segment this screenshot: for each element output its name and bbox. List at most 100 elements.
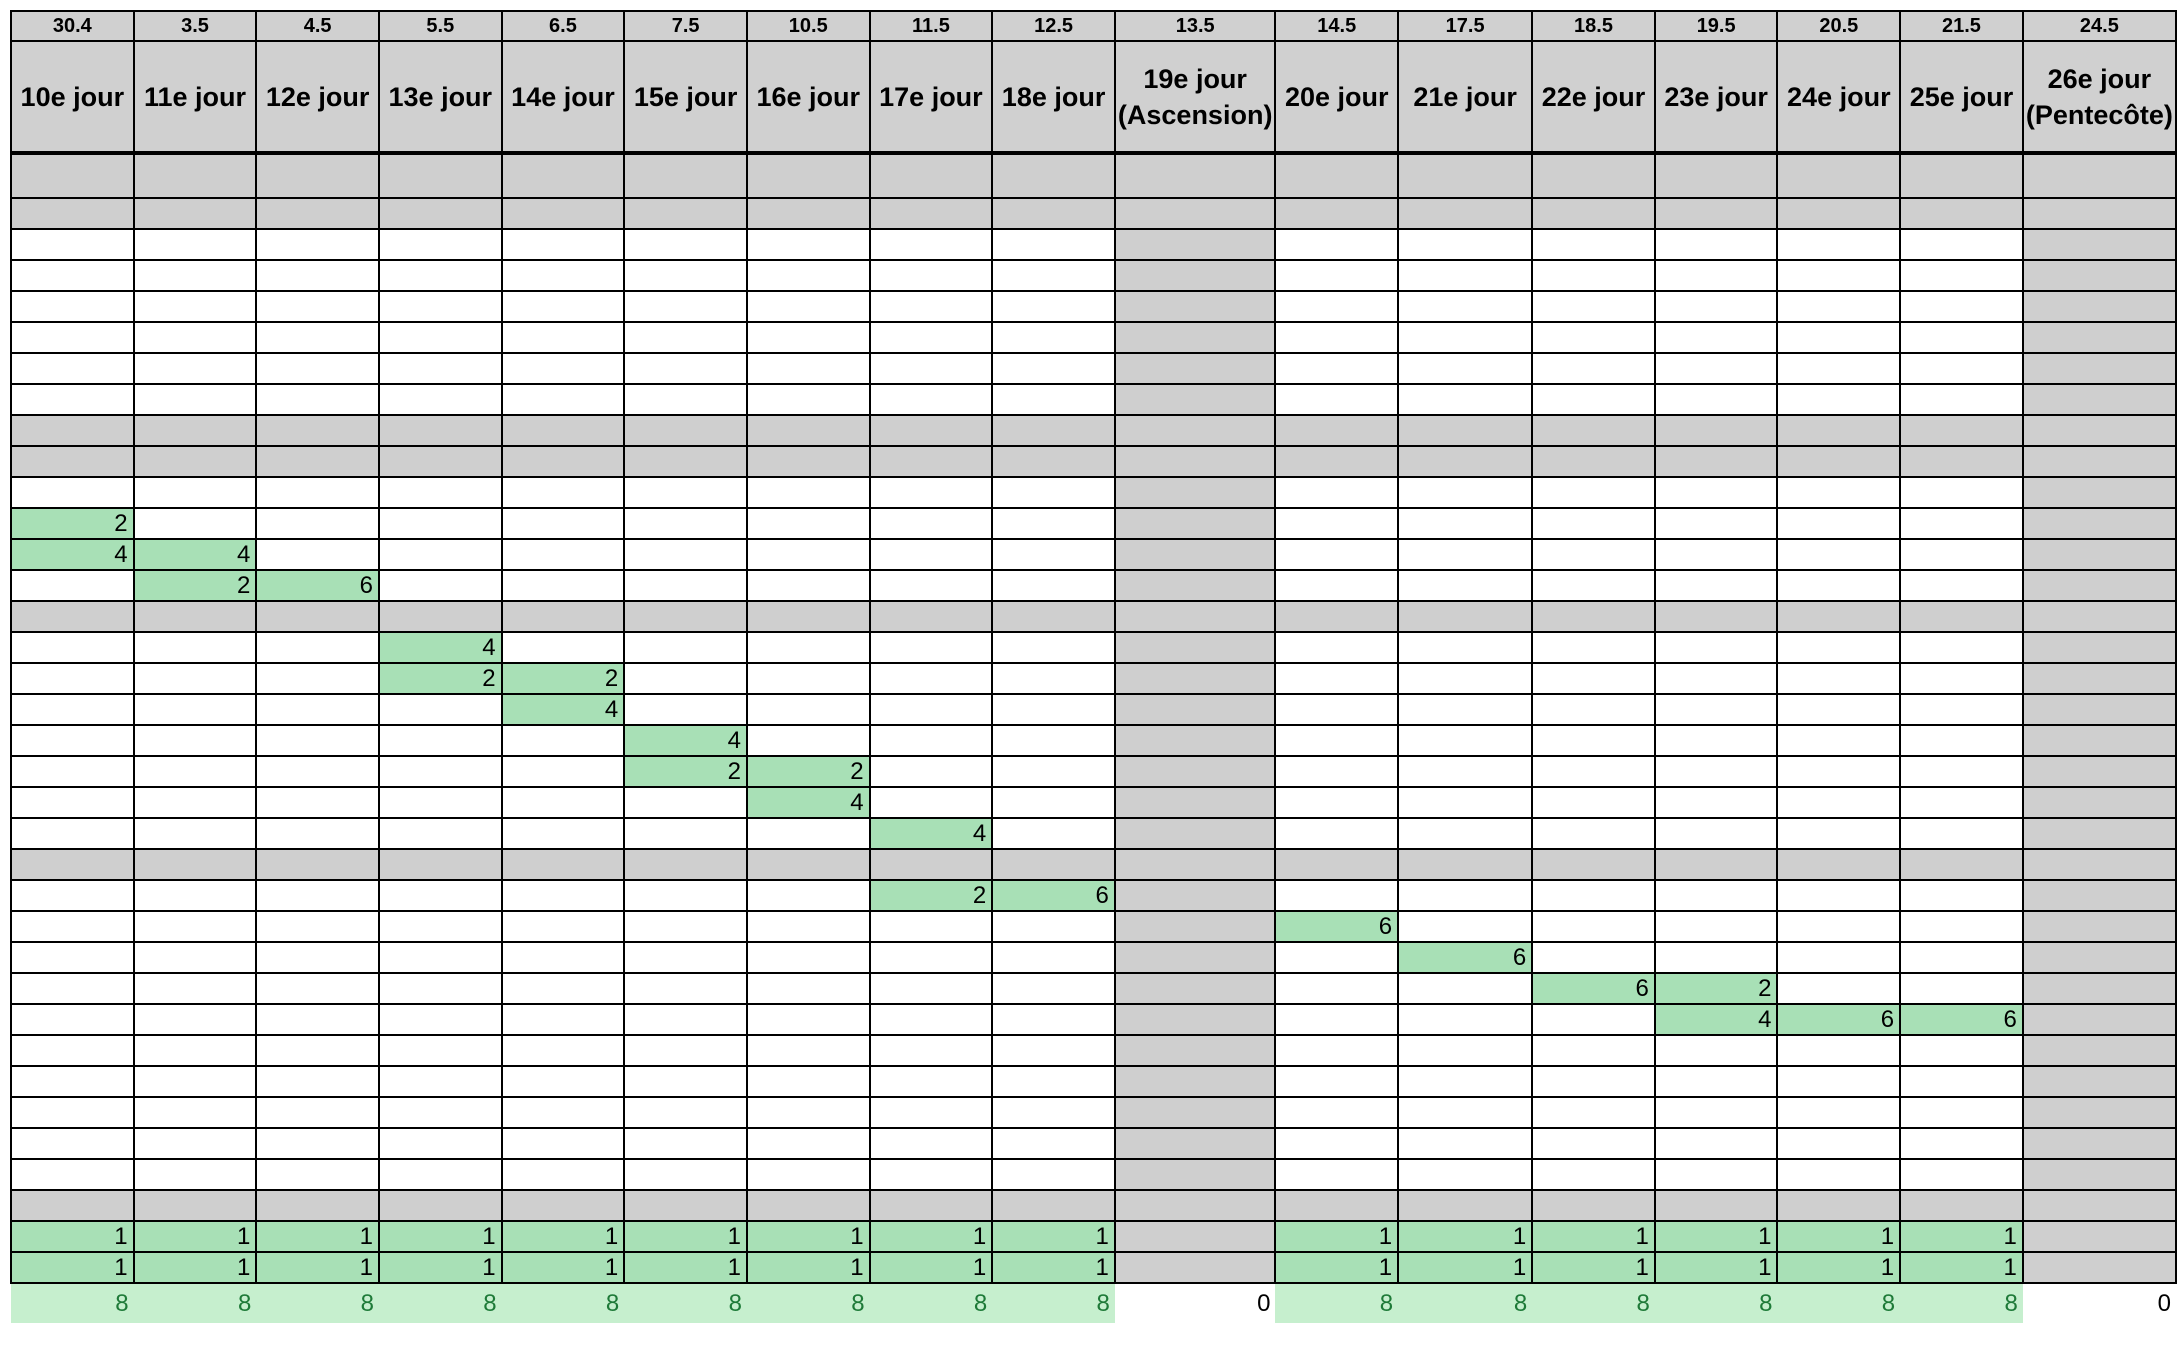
- separator-cell[interactable]: [2021, 848, 2177, 881]
- grid-cell[interactable]: [2021, 755, 2177, 788]
- grid-cell[interactable]: [500, 507, 626, 540]
- grid-cell[interactable]: [623, 352, 748, 385]
- grid-cell[interactable]: [1113, 755, 1277, 788]
- day-header-cell[interactable]: 11e jour: [132, 40, 258, 155]
- grid-cell[interactable]: [10, 476, 135, 509]
- grid-cell[interactable]: [1653, 507, 1779, 540]
- grid-cell[interactable]: [2021, 1003, 2177, 1036]
- day-header-cell[interactable]: 15e jour: [623, 40, 748, 155]
- grid-cell[interactable]: [2021, 941, 2177, 974]
- grid-cell[interactable]: [1397, 1065, 1534, 1098]
- grid-cell[interactable]: [991, 1065, 1116, 1098]
- grid-cell[interactable]: [1113, 1065, 1277, 1098]
- grid-cell[interactable]: [132, 724, 258, 757]
- date-cell[interactable]: 7.5: [623, 10, 748, 42]
- grid-cell[interactable]: [1531, 352, 1656, 385]
- grid-cell[interactable]: [255, 817, 380, 850]
- separator-cell[interactable]: [132, 600, 258, 633]
- separator-cell[interactable]: [1113, 197, 1277, 230]
- date-cell[interactable]: 12.5: [991, 10, 1116, 42]
- grid-cell[interactable]: [1531, 910, 1656, 943]
- grid-cell[interactable]: [623, 941, 748, 974]
- separator-cell[interactable]: [1397, 848, 1534, 881]
- grid-cell[interactable]: [2021, 476, 2177, 509]
- separator-cell[interactable]: [377, 600, 503, 633]
- grid-cell[interactable]: 1: [991, 1220, 1116, 1253]
- grid-cell[interactable]: [868, 910, 994, 943]
- day-header-cell[interactable]: 20e jour: [1274, 40, 1400, 155]
- separator-cell[interactable]: [1397, 414, 1534, 447]
- grid-cell[interactable]: [2021, 352, 2177, 385]
- grid-cell[interactable]: [1531, 321, 1656, 354]
- grid-cell[interactable]: [1113, 972, 1277, 1005]
- grid-cell[interactable]: [1274, 259, 1400, 292]
- grid-cell[interactable]: [1653, 879, 1779, 912]
- grid-cell[interactable]: [377, 1158, 503, 1191]
- grid-cell[interactable]: [132, 755, 258, 788]
- grid-cell[interactable]: [1531, 693, 1656, 726]
- grid-cell[interactable]: [1397, 1158, 1534, 1191]
- grid-cell[interactable]: [10, 228, 135, 261]
- grid-cell[interactable]: [623, 476, 748, 509]
- grid-cell[interactable]: [1397, 910, 1534, 943]
- grid-cell[interactable]: [1274, 569, 1400, 602]
- separator-cell[interactable]: [2021, 1189, 2177, 1222]
- grid-cell[interactable]: [745, 693, 871, 726]
- grid-cell[interactable]: [745, 1003, 871, 1036]
- grid-cell[interactable]: [1776, 228, 1902, 261]
- day-header-cell[interactable]: 25e jour: [1899, 40, 2024, 155]
- grid-cell[interactable]: [132, 910, 258, 943]
- separator-cell[interactable]: [1274, 600, 1400, 633]
- separator-cell[interactable]: [623, 445, 748, 478]
- grid-cell[interactable]: [132, 693, 258, 726]
- grid-cell[interactable]: [2021, 910, 2177, 943]
- grid-cell[interactable]: [1776, 631, 1902, 664]
- grid-cell[interactable]: 6: [1776, 1003, 1902, 1036]
- separator-cell[interactable]: [1397, 1189, 1534, 1222]
- grid-cell[interactable]: [1274, 1096, 1400, 1129]
- day-header-cell[interactable]: 12e jour: [255, 40, 380, 155]
- grid-cell[interactable]: [2021, 290, 2177, 323]
- separator-cell[interactable]: [991, 414, 1116, 447]
- separator-cell[interactable]: [1776, 600, 1902, 633]
- grid-cell[interactable]: [377, 507, 503, 540]
- grid-cell[interactable]: [1531, 538, 1656, 571]
- grid-cell[interactable]: [1899, 972, 2024, 1005]
- grid-cell[interactable]: [255, 1096, 380, 1129]
- grid-cell[interactable]: [991, 755, 1116, 788]
- grid-cell[interactable]: [1899, 1127, 2024, 1160]
- separator-cell[interactable]: [500, 848, 626, 881]
- grid-cell[interactable]: [377, 259, 503, 292]
- grid-cell[interactable]: [500, 569, 626, 602]
- grid-cell[interactable]: [623, 972, 748, 1005]
- date-cell[interactable]: 6.5: [500, 10, 626, 42]
- grid-cell[interactable]: [623, 538, 748, 571]
- separator-cell[interactable]: [10, 1189, 135, 1222]
- grid-cell[interactable]: [1653, 1096, 1779, 1129]
- grid-cell[interactable]: [255, 259, 380, 292]
- separator-cell[interactable]: [623, 197, 748, 230]
- separator-cell[interactable]: [255, 848, 380, 881]
- grid-cell[interactable]: [1653, 910, 1779, 943]
- grid-cell[interactable]: [991, 1127, 1116, 1160]
- grid-cell[interactable]: [255, 724, 380, 757]
- separator-cell[interactable]: [1531, 445, 1656, 478]
- grid-cell[interactable]: [377, 972, 503, 1005]
- grid-cell[interactable]: [1397, 693, 1534, 726]
- separator-cell[interactable]: [1899, 848, 2024, 881]
- grid-cell[interactable]: [2021, 786, 2177, 819]
- day-header-cell[interactable]: 26e jour (Pentecôte): [2021, 40, 2177, 155]
- grid-cell[interactable]: [255, 972, 380, 1005]
- grid-cell[interactable]: [1397, 662, 1534, 695]
- grid-cell[interactable]: [623, 259, 748, 292]
- separator-cell[interactable]: [1653, 414, 1779, 447]
- separator-cell[interactable]: [255, 445, 380, 478]
- grid-cell[interactable]: [868, 290, 994, 323]
- grid-cell[interactable]: [255, 631, 380, 664]
- grid-cell[interactable]: [1397, 1096, 1534, 1129]
- grid-cell[interactable]: [623, 228, 748, 261]
- separator-cell[interactable]: [1531, 1189, 1656, 1222]
- grid-cell[interactable]: 6: [991, 879, 1116, 912]
- grid-cell[interactable]: [1776, 755, 1902, 788]
- grid-cell[interactable]: [10, 290, 135, 323]
